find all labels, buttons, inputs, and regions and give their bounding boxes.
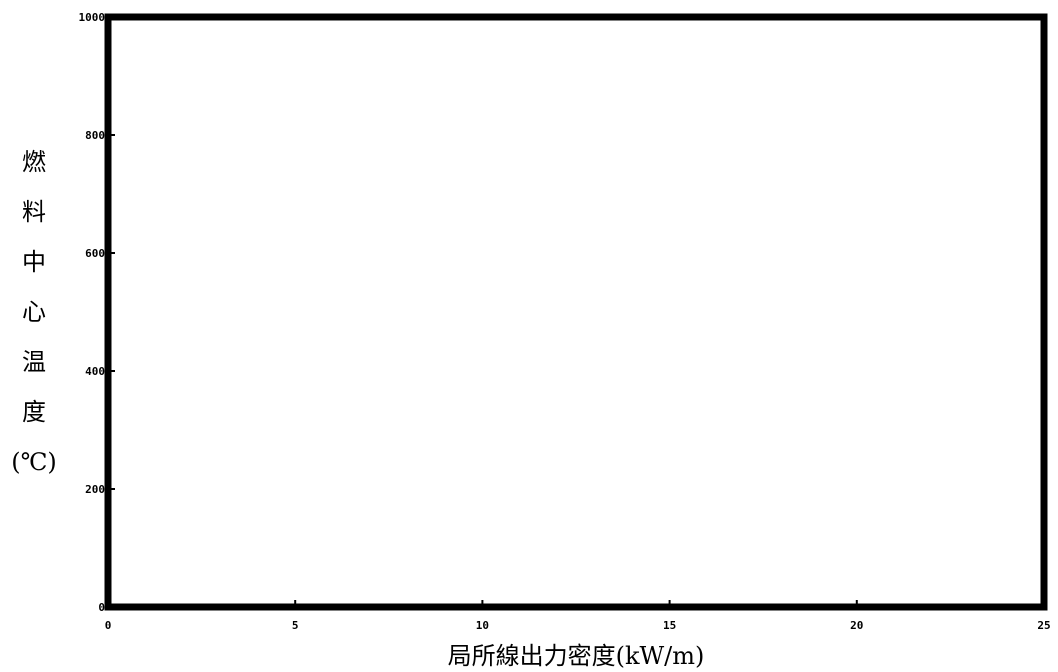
- y-tick-label: 0: [98, 601, 105, 614]
- plot-frame: [104, 13, 1048, 611]
- x-tick-label: 5: [292, 619, 299, 632]
- x-axis-ticks: 0 5 10 15 20 25: [105, 600, 1051, 632]
- x-tick-label: 25: [1037, 619, 1050, 632]
- y-tick-label: 200: [85, 483, 105, 496]
- x-axis-label: 局所線出力密度(kW/m): [448, 642, 705, 670]
- x-tick-label: 15: [663, 619, 676, 632]
- plot-background: [108, 17, 1044, 607]
- x-tick-label: 0: [105, 619, 112, 632]
- x-tick-label: 20: [850, 619, 863, 632]
- y-tick-label: 1000: [79, 11, 106, 24]
- y-tick-label: 600: [85, 247, 105, 260]
- y-tick-label: 400: [85, 365, 105, 378]
- y-axis-label: 燃料中心温度(℃): [11, 148, 57, 476]
- y-axis-ticks: 0 200 400 600 800 1000: [79, 11, 115, 614]
- x-tick-label: 10: [476, 619, 489, 632]
- y-tick-label: 800: [85, 129, 105, 142]
